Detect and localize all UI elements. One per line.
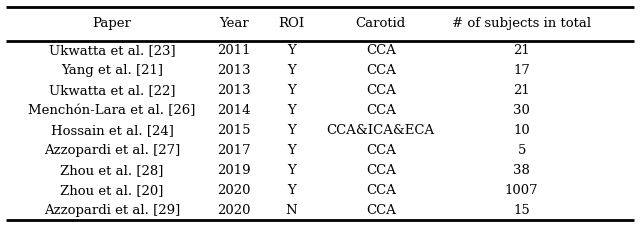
Text: N: N [285, 204, 297, 217]
Text: Zhou et al. [20]: Zhou et al. [20] [60, 184, 164, 197]
Text: Zhou et al. [28]: Zhou et al. [28] [60, 164, 164, 177]
Text: Ukwatta et al. [23]: Ukwatta et al. [23] [49, 44, 175, 57]
Text: Y: Y [287, 124, 296, 137]
Text: Hossain et al. [24]: Hossain et al. [24] [51, 124, 173, 137]
Text: CCA: CCA [366, 104, 396, 117]
Text: 2013: 2013 [217, 64, 250, 77]
Text: 2011: 2011 [217, 44, 250, 57]
Text: # of subjects in total: # of subjects in total [452, 17, 591, 30]
Text: 1007: 1007 [505, 184, 538, 197]
Text: Ukwatta et al. [22]: Ukwatta et al. [22] [49, 84, 175, 97]
Text: Menchón-Lara et al. [26]: Menchón-Lara et al. [26] [28, 104, 196, 117]
Text: Y: Y [287, 64, 296, 77]
Text: 38: 38 [513, 164, 530, 177]
Text: CCA: CCA [366, 144, 396, 157]
Text: Y: Y [287, 164, 296, 177]
Text: CCA: CCA [366, 44, 396, 57]
Text: Carotid: Carotid [356, 17, 406, 30]
Text: Yang et al. [21]: Yang et al. [21] [61, 64, 163, 77]
Text: 17: 17 [513, 64, 530, 77]
Text: ROI: ROI [278, 17, 305, 30]
Text: 10: 10 [513, 124, 530, 137]
Text: 2017: 2017 [217, 144, 250, 157]
Text: Y: Y [287, 44, 296, 57]
Text: CCA: CCA [366, 164, 396, 177]
Text: CCA: CCA [366, 184, 396, 197]
Text: Y: Y [287, 184, 296, 197]
Text: 21: 21 [513, 84, 530, 97]
Text: 2019: 2019 [217, 164, 250, 177]
Text: 2013: 2013 [217, 84, 250, 97]
Text: Y: Y [287, 104, 296, 117]
Text: Paper: Paper [93, 17, 131, 30]
Text: Azzopardi et al. [27]: Azzopardi et al. [27] [44, 144, 180, 157]
Text: 2020: 2020 [217, 184, 250, 197]
Text: Year: Year [219, 17, 248, 30]
Text: CCA: CCA [366, 64, 396, 77]
Text: 5: 5 [517, 144, 526, 157]
Text: 30: 30 [513, 104, 530, 117]
Text: Azzopardi et al. [29]: Azzopardi et al. [29] [44, 204, 180, 217]
Text: CCA: CCA [366, 204, 396, 217]
Text: 2020: 2020 [217, 204, 250, 217]
Text: 2014: 2014 [217, 104, 250, 117]
Text: 21: 21 [513, 44, 530, 57]
Text: Y: Y [287, 84, 296, 97]
Text: CCA: CCA [366, 84, 396, 97]
Text: Y: Y [287, 144, 296, 157]
Text: 15: 15 [513, 204, 530, 217]
Text: 2015: 2015 [217, 124, 250, 137]
Text: CCA&ICA&ECA: CCA&ICA&ECA [327, 124, 435, 137]
